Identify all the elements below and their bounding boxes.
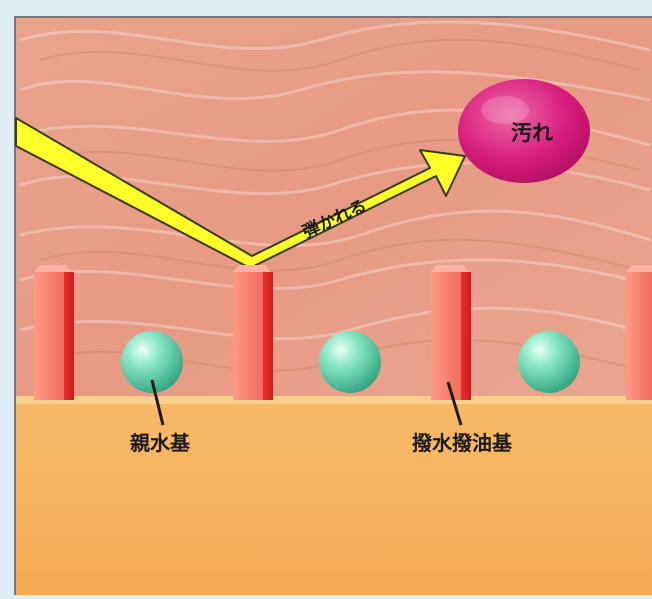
water-oil-repellent-group-label: 撥水撥油基 bbox=[412, 431, 513, 455]
pillar bbox=[626, 265, 652, 400]
pillar bbox=[431, 265, 471, 400]
dirt-label: 汚れ bbox=[511, 121, 553, 145]
hydrophilic-leader-line bbox=[150, 379, 165, 426]
hydrophilic-sphere bbox=[319, 331, 381, 393]
repel-arrow bbox=[15, 117, 466, 269]
dirt-blob bbox=[458, 79, 590, 183]
pillar bbox=[34, 265, 74, 400]
pillar bbox=[233, 265, 273, 400]
hydrophilic-sphere bbox=[518, 331, 580, 393]
hydrophilic-sphere bbox=[121, 331, 183, 393]
repellent-leader-line bbox=[446, 381, 463, 426]
lower-region bbox=[16, 396, 652, 595]
upper-region bbox=[16, 18, 652, 400]
hydrophilic-group-label: 親水基 bbox=[130, 431, 191, 455]
